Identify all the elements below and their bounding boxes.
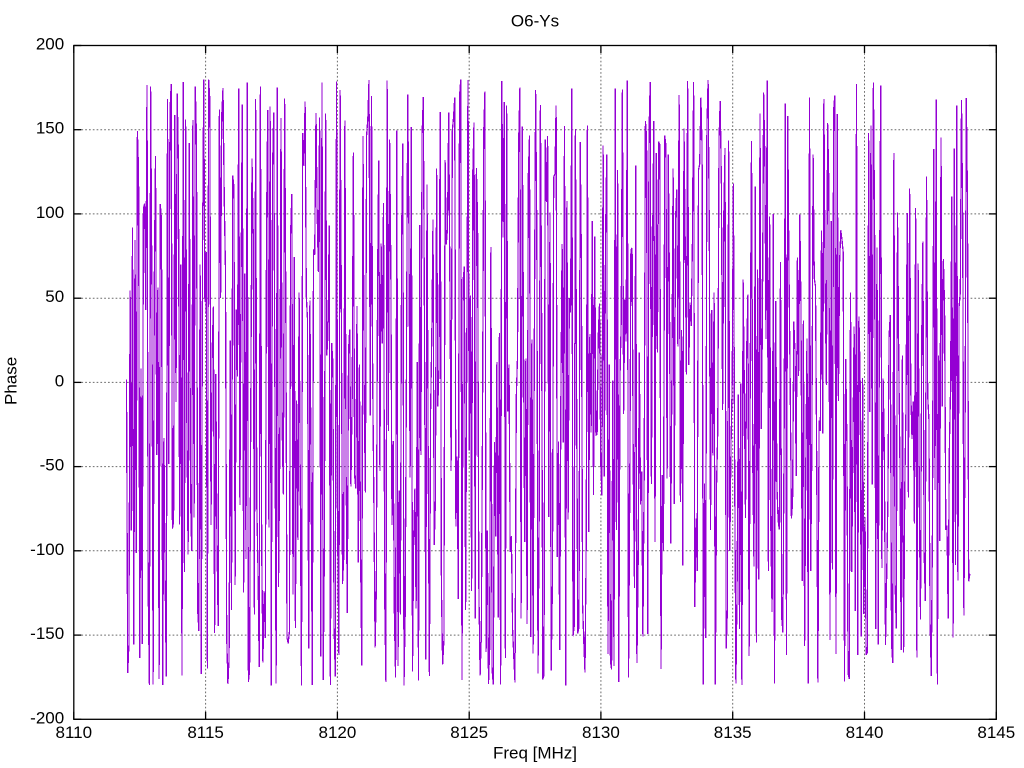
svg-text:O6-Ys: O6-Ys [511, 12, 559, 31]
svg-text:200: 200 [36, 35, 64, 54]
svg-text:8110: 8110 [56, 723, 93, 742]
svg-text:Freq [MHz]: Freq [MHz] [493, 744, 577, 763]
svg-text:-200: -200 [30, 708, 64, 727]
svg-text:8130: 8130 [582, 723, 620, 742]
svg-text:8115: 8115 [187, 723, 224, 742]
svg-text:Phase: Phase [2, 357, 21, 405]
svg-text:100: 100 [36, 203, 64, 222]
svg-text:8120: 8120 [318, 723, 356, 742]
svg-text:50: 50 [45, 287, 64, 306]
svg-text:-100: -100 [30, 540, 64, 559]
svg-text:-50: -50 [40, 456, 65, 475]
svg-text:8125: 8125 [450, 723, 488, 742]
svg-text:8135: 8135 [714, 723, 752, 742]
svg-text:150: 150 [36, 119, 64, 138]
svg-text:0: 0 [55, 371, 64, 390]
svg-text:8140: 8140 [846, 723, 884, 742]
svg-text:8145: 8145 [977, 723, 1015, 742]
svg-text:-150: -150 [30, 624, 64, 643]
